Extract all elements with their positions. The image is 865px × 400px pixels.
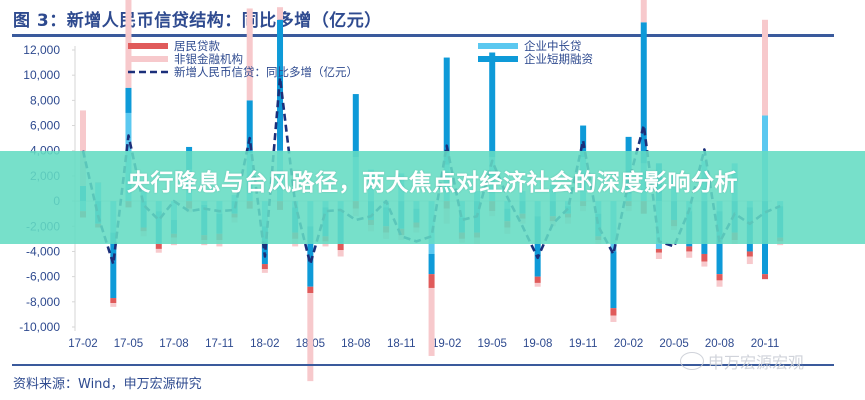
title-divider — [12, 34, 834, 37]
x-tick-label: 17-05 — [114, 338, 143, 350]
x-tick-label: 17-08 — [159, 338, 188, 350]
y-tick-label: 12,000 — [23, 43, 60, 57]
bar-segment — [443, 57, 450, 165]
bar-segment — [701, 261, 708, 267]
bar-segment — [746, 256, 753, 265]
y-tick-label: 8,000 — [30, 93, 60, 107]
x-tick-label: 20-11 — [751, 338, 780, 350]
bar-segment — [337, 250, 344, 257]
bar-segment — [125, 87, 132, 113]
x-tick-label: 18-11 — [387, 338, 416, 350]
x-tick-label: 20-02 — [614, 338, 643, 350]
watermark: 申万宏源宏观 — [680, 349, 804, 373]
x-tick-label: 18-02 — [250, 338, 279, 350]
legend-label: 居民贷款 — [174, 39, 220, 53]
bar-segment — [155, 248, 162, 253]
bar-segment — [110, 298, 117, 304]
legend-swatch — [128, 43, 168, 49]
x-tick-label: 20-05 — [659, 338, 688, 350]
footer-divider — [12, 364, 834, 366]
y-tick-label: -6,000 — [26, 270, 60, 284]
bar-segment — [110, 232, 117, 299]
bar-segment — [489, 52, 496, 158]
bar-segment — [762, 19, 768, 116]
x-tick-label: 19-05 — [477, 338, 506, 350]
bar-segment — [610, 315, 617, 322]
bar-segment — [534, 282, 541, 287]
chart-title: 图 3：新增人民币信贷结构：同比多增（亿元） — [13, 11, 382, 31]
x-tick-label: 17-02 — [68, 338, 97, 350]
bar-segment — [337, 243, 344, 251]
legend-swatch — [478, 56, 518, 62]
bar-segment — [701, 253, 708, 262]
x-tick-label: 19-11 — [569, 338, 598, 350]
bar-segment — [655, 248, 662, 253]
bar-segment — [261, 264, 268, 270]
y-tick-label: 6,000 — [30, 119, 60, 133]
bar-segment — [307, 293, 314, 382]
bar-segment — [716, 274, 723, 281]
bar-segment — [686, 246, 693, 252]
bar-segment — [246, 8, 253, 101]
bar-segment — [110, 303, 117, 307]
x-tick-label: 17-11 — [205, 338, 234, 350]
headline-banner — [0, 151, 865, 244]
bar-segment — [307, 286, 314, 294]
y-tick-label: -4,000 — [26, 244, 60, 258]
bar-segment — [640, 0, 647, 23]
x-tick-label: 19-02 — [432, 338, 461, 350]
bar-segment — [686, 251, 693, 258]
bar-segment — [307, 226, 314, 287]
source-note: 资料来源：Wind，申万宏源研究 — [13, 377, 202, 392]
bar-segment — [246, 100, 253, 154]
x-axis: 17-0217-0517-0817-1118-0218-0518-0818-11… — [68, 338, 779, 350]
x-tick-label: 20-08 — [705, 338, 734, 350]
bar-segment — [534, 216, 541, 277]
legend-label: 非银金融机构 — [174, 52, 243, 66]
x-tick-label: 18-08 — [341, 338, 370, 350]
legend-label: 企业中长贷 — [524, 39, 582, 53]
bar-segment — [610, 251, 617, 309]
legend-label: 企业短期融资 — [524, 52, 593, 66]
bar-segment — [746, 251, 753, 257]
bar-segment — [352, 94, 359, 158]
bar-segment — [534, 276, 541, 283]
bar-segment — [762, 274, 768, 280]
bar-segment — [428, 274, 435, 288]
bar-segment — [155, 243, 162, 249]
bar-segment — [640, 22, 647, 164]
legend-swatch — [478, 43, 518, 49]
y-tick-label: -10,000 — [19, 320, 60, 334]
bar-segment — [277, 7, 284, 20]
legend-swatch — [128, 56, 168, 62]
x-tick-label: 19-08 — [523, 338, 552, 350]
bar-segment — [428, 287, 435, 356]
bar-segment — [610, 308, 617, 316]
legend-label: 新增人民币信贷：同比多增（亿元） — [174, 65, 358, 79]
watermark-text: 申万宏源宏观 — [708, 353, 805, 372]
bar-segment — [655, 252, 662, 260]
bar-segment — [261, 269, 268, 273]
headline-text: 央行降息与台风路径，两大焦点对经济社会的深度影响分析 — [127, 170, 738, 196]
y-tick-label: -8,000 — [26, 295, 60, 309]
bar-segment — [80, 110, 86, 186]
y-tick-label: 10,000 — [23, 68, 60, 82]
wechat-icon — [680, 352, 704, 370]
bar-segment — [716, 280, 723, 287]
bar-segment — [428, 253, 435, 275]
